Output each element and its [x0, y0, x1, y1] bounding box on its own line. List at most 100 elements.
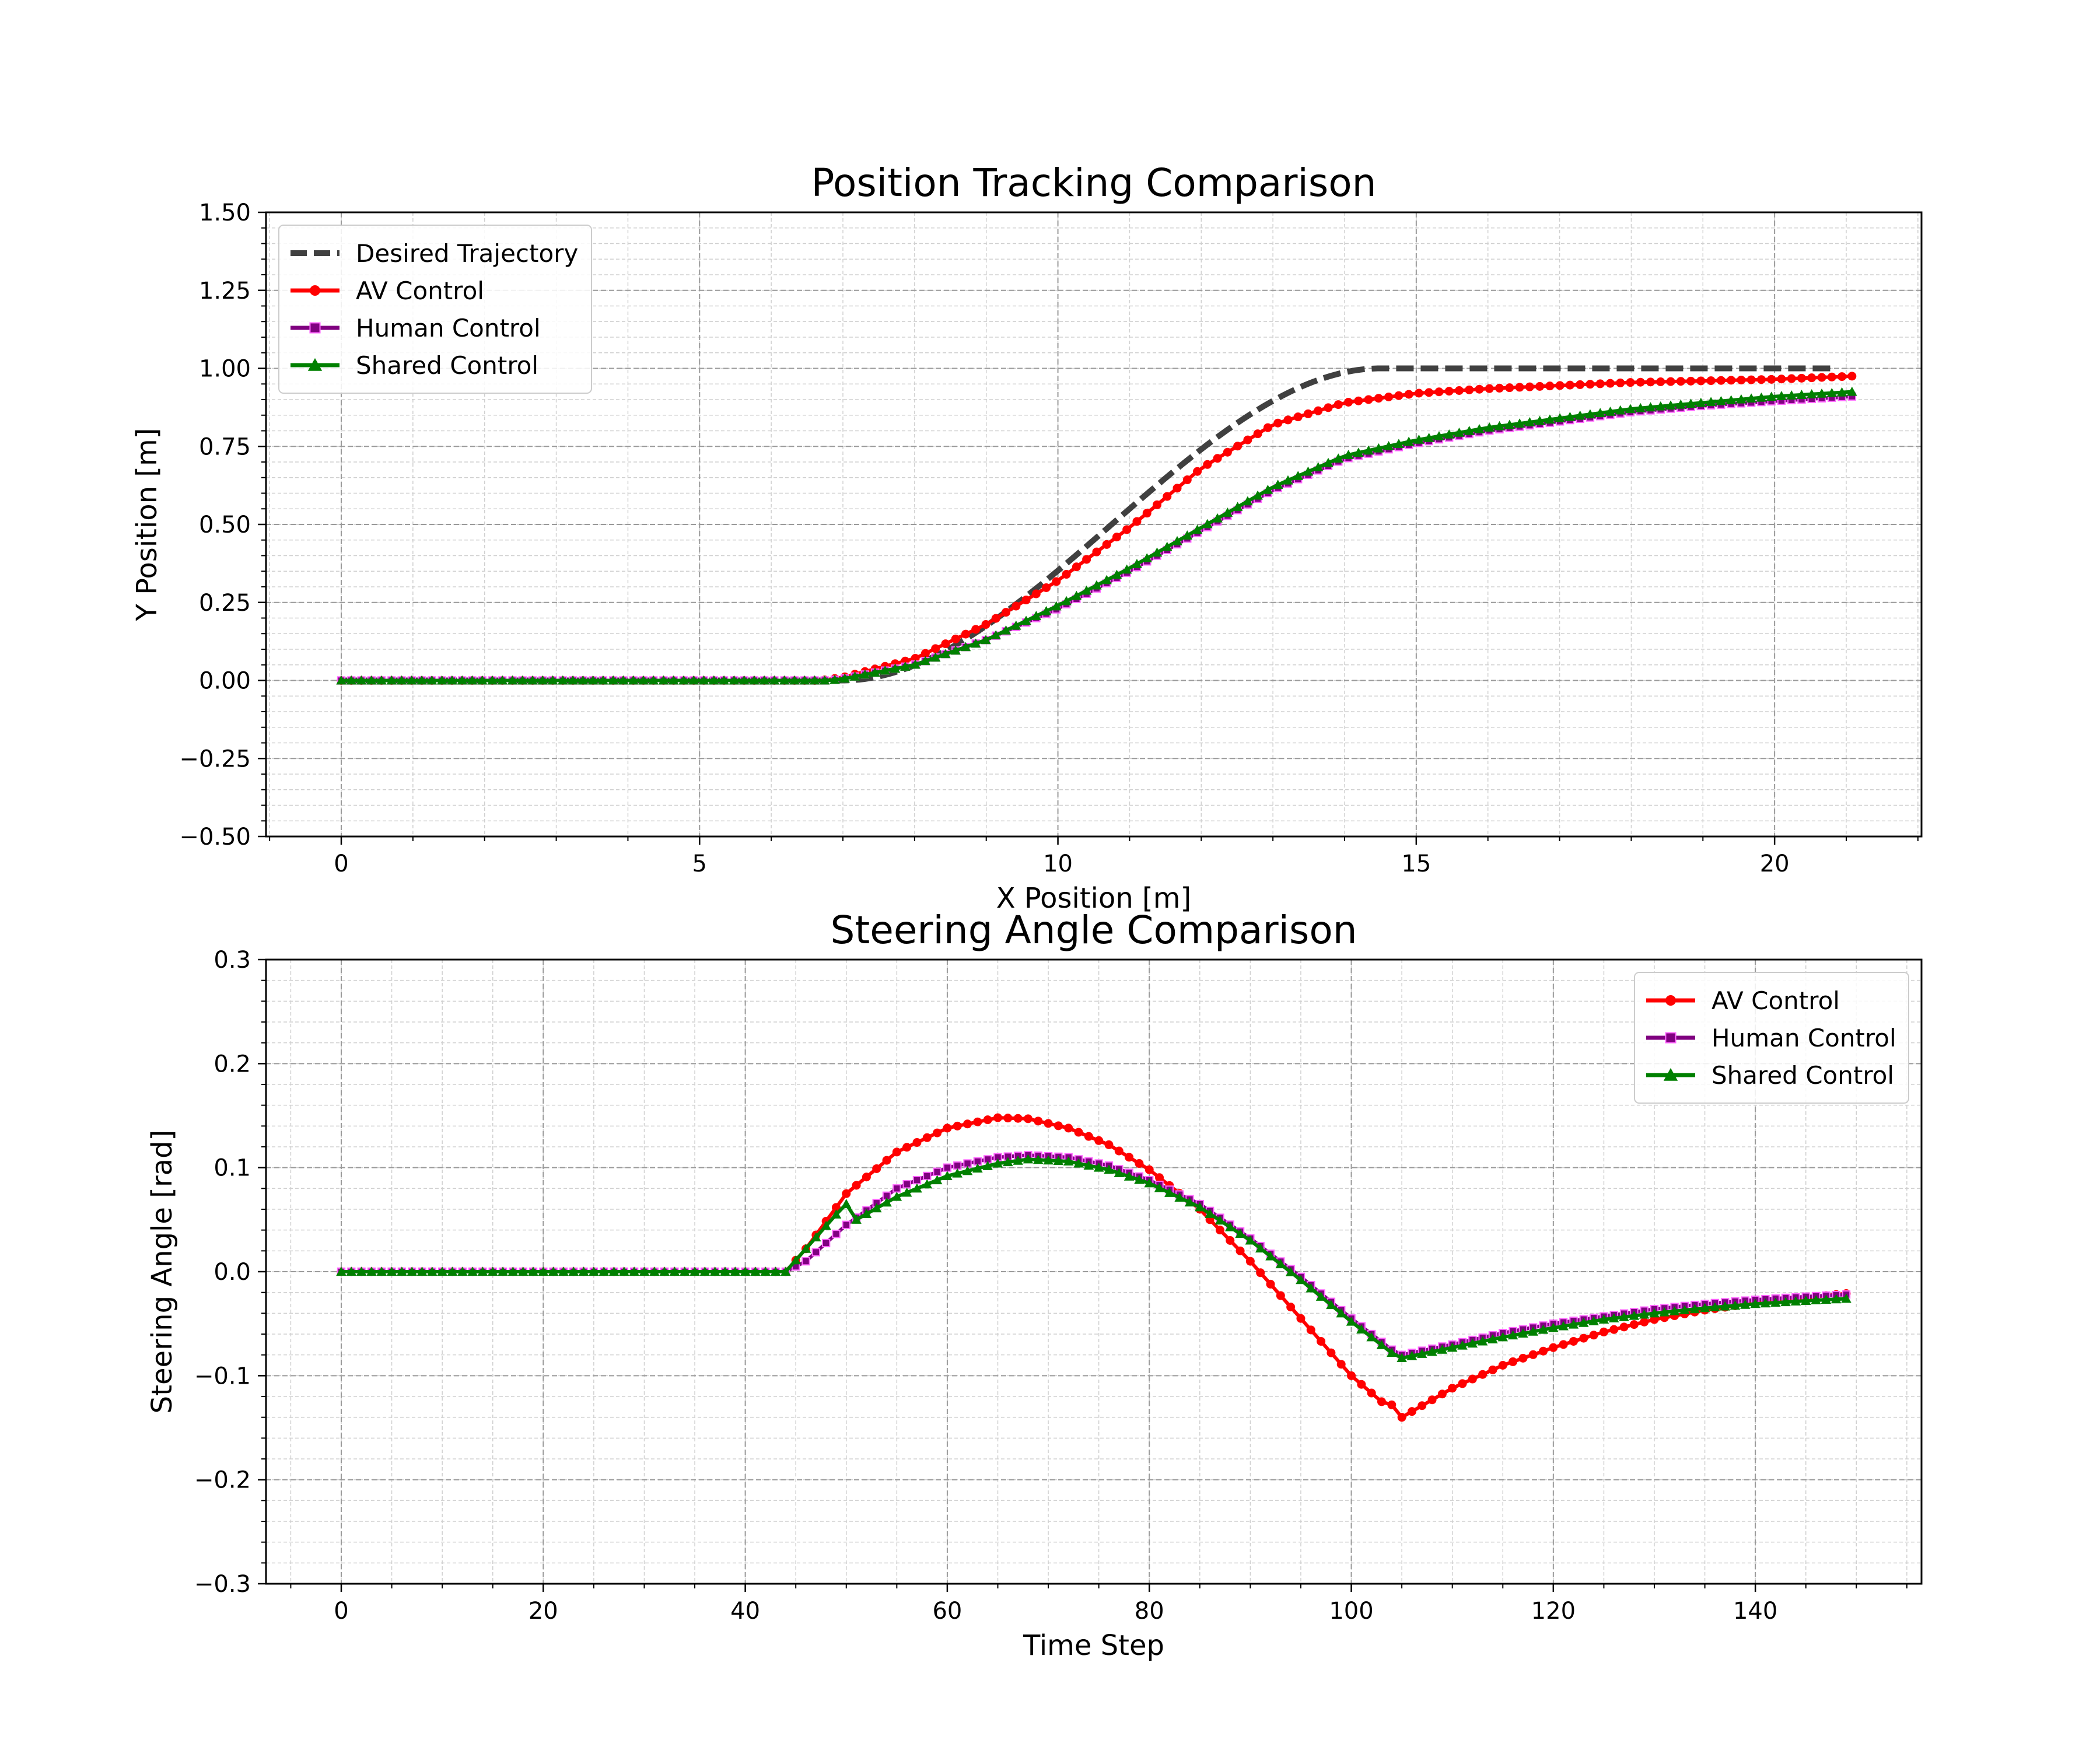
- data-point: [668, 675, 679, 685]
- data-point: [1685, 398, 1696, 408]
- data-point: [336, 675, 346, 685]
- data-point: [1144, 1178, 1155, 1188]
- data-point: [1275, 1259, 1286, 1269]
- data-point: [930, 652, 941, 662]
- data-point: [1686, 376, 1696, 386]
- data-point: [1124, 1171, 1135, 1181]
- data-point: [690, 1266, 700, 1276]
- data-point: [1357, 1380, 1366, 1389]
- data-point: [738, 675, 750, 685]
- data-point: [1831, 1294, 1842, 1304]
- data-point: [1336, 1360, 1346, 1369]
- data-point: [860, 669, 870, 679]
- data-point: [1053, 1156, 1064, 1166]
- data-point: [972, 1163, 983, 1173]
- data-point: [1062, 570, 1071, 579]
- y-tick-label: 0.2: [214, 1051, 251, 1077]
- legend-entry: Human Control: [1646, 1024, 1896, 1052]
- data-point: [1437, 1344, 1448, 1354]
- data-point: [578, 675, 589, 685]
- data-point: [1021, 596, 1031, 605]
- data-point: [842, 1189, 851, 1198]
- data-point: [940, 649, 951, 659]
- data-point: [1467, 1338, 1478, 1348]
- data-point: [1514, 418, 1525, 428]
- data-point: [983, 1115, 992, 1125]
- data-point: [1756, 375, 1766, 384]
- data-point: [1616, 378, 1625, 387]
- data-point: [931, 644, 940, 653]
- data-point: [487, 1266, 498, 1276]
- legend-marker: [1665, 1032, 1676, 1044]
- data-point: [1726, 395, 1737, 405]
- data-point: [861, 1209, 872, 1219]
- data-point: [1625, 404, 1636, 414]
- data-point: [1174, 1192, 1185, 1202]
- data-point: [1354, 396, 1363, 405]
- data-point: [1706, 397, 1716, 407]
- data-point: [1407, 1407, 1416, 1416]
- data-point: [1538, 1324, 1549, 1334]
- data-point: [1699, 1303, 1710, 1312]
- data-point: [982, 1161, 993, 1170]
- data-point: [1414, 388, 1423, 398]
- data-point: [1608, 1313, 1619, 1322]
- data-point: [1465, 385, 1474, 394]
- data-point: [558, 675, 568, 685]
- data-point: [1515, 383, 1524, 392]
- data-point: [1656, 401, 1666, 411]
- data-point: [376, 1266, 387, 1276]
- data-point: [1576, 380, 1585, 389]
- data-point: [1061, 596, 1072, 606]
- data-point: [1002, 608, 1011, 617]
- data-point: [1806, 389, 1817, 398]
- data-point: [619, 1266, 629, 1276]
- data-point: [477, 1266, 488, 1276]
- data-point: [1740, 1299, 1751, 1309]
- data-point: [1142, 509, 1152, 518]
- data-point: [346, 675, 357, 685]
- data-point: [447, 675, 457, 685]
- data-point: [760, 1266, 771, 1276]
- data-point: [1659, 1307, 1670, 1317]
- data-point: [1003, 1157, 1013, 1167]
- data-point: [1836, 387, 1847, 397]
- y-tick-label: 0.00: [199, 668, 251, 695]
- data-point: [943, 1163, 952, 1172]
- y-axis-label: Steering Angle [rad]: [146, 1130, 178, 1414]
- legend-label: Desired Trajectory: [356, 239, 578, 268]
- data-point: [809, 675, 820, 685]
- data-point: [1598, 1314, 1609, 1324]
- data-point: [943, 1124, 952, 1133]
- data-point: [1263, 423, 1272, 432]
- data-point: [1827, 372, 1836, 382]
- data-point: [678, 675, 689, 685]
- data-point: [1071, 590, 1082, 600]
- data-point: [1404, 390, 1413, 399]
- data-point: [1155, 1173, 1164, 1182]
- data-point: [498, 1266, 508, 1276]
- data-point: [1073, 1158, 1084, 1168]
- data-point: [1236, 1246, 1245, 1255]
- data-point: [1847, 372, 1857, 381]
- data-point: [922, 1179, 933, 1189]
- data-point: [397, 1266, 407, 1276]
- data-point: [1619, 1322, 1629, 1332]
- data-point: [366, 1266, 377, 1276]
- data-point: [1578, 1317, 1589, 1327]
- data-point: [1458, 1379, 1467, 1388]
- data-point: [720, 1266, 730, 1276]
- data-point: [981, 635, 991, 645]
- legend-label: Human Control: [1712, 1024, 1896, 1052]
- data-point: [1605, 406, 1616, 416]
- data-point: [1790, 1296, 1801, 1306]
- data-point: [589, 1266, 599, 1276]
- data-point: [1255, 1243, 1266, 1253]
- x-tick-label: 0: [334, 850, 348, 877]
- data-point: [1044, 1119, 1053, 1128]
- data-point: [618, 675, 629, 685]
- data-point: [1074, 1128, 1083, 1137]
- data-point: [628, 675, 639, 685]
- data-point: [1102, 540, 1111, 549]
- y-tick-label: 0.0: [214, 1259, 251, 1286]
